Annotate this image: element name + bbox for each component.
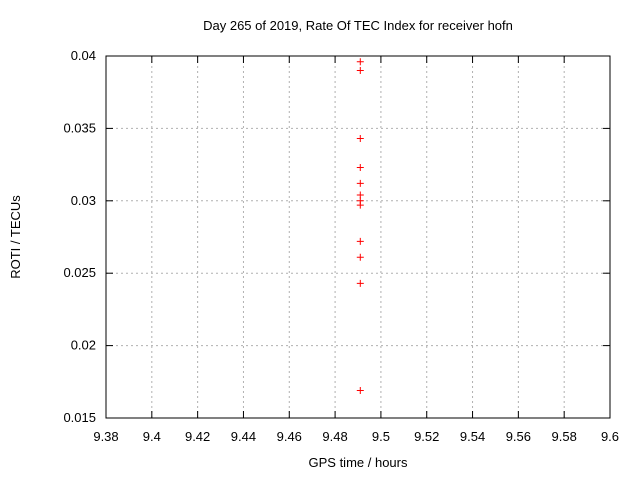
- y-tick-label: 0.04: [71, 48, 96, 63]
- x-tick-label: 9.38: [93, 429, 118, 444]
- y-tick-label: 0.03: [71, 193, 96, 208]
- chart-title: Day 265 of 2019, Rate Of TEC Index for r…: [203, 18, 513, 33]
- x-tick-label: 9.56: [506, 429, 531, 444]
- y-tick-label: 0.02: [71, 338, 96, 353]
- x-tick-label: 9.5: [372, 429, 390, 444]
- data-point-marker: [356, 58, 364, 66]
- x-tick-label: 9.6: [601, 429, 619, 444]
- x-tick-label: 9.54: [460, 429, 485, 444]
- x-tick-label: 9.58: [552, 429, 577, 444]
- x-tick-label: 9.42: [185, 429, 210, 444]
- data-point-marker: [356, 253, 364, 261]
- x-tick-label: 9.4: [143, 429, 161, 444]
- x-tick-label: 9.44: [231, 429, 256, 444]
- y-axis-label: ROTI / TECUs: [8, 195, 23, 279]
- data-point-marker: [356, 179, 364, 187]
- x-axis-label: GPS time / hours: [309, 455, 408, 470]
- data-point-marker: [356, 66, 364, 74]
- data-point-marker: [356, 201, 364, 209]
- data-point-marker: [356, 237, 364, 245]
- data-point-marker: [356, 163, 364, 171]
- y-tick-label: 0.035: [63, 120, 96, 135]
- x-tick-label: 9.52: [414, 429, 439, 444]
- data-point-marker: [356, 386, 364, 394]
- y-tick-label: 0.015: [63, 410, 96, 425]
- data-point-marker: [356, 135, 364, 143]
- y-tick-label: 0.025: [63, 265, 96, 280]
- x-tick-label: 9.48: [322, 429, 347, 444]
- x-tick-label: 9.46: [277, 429, 302, 444]
- plot-border: [105, 55, 611, 419]
- data-point-marker: [356, 279, 364, 287]
